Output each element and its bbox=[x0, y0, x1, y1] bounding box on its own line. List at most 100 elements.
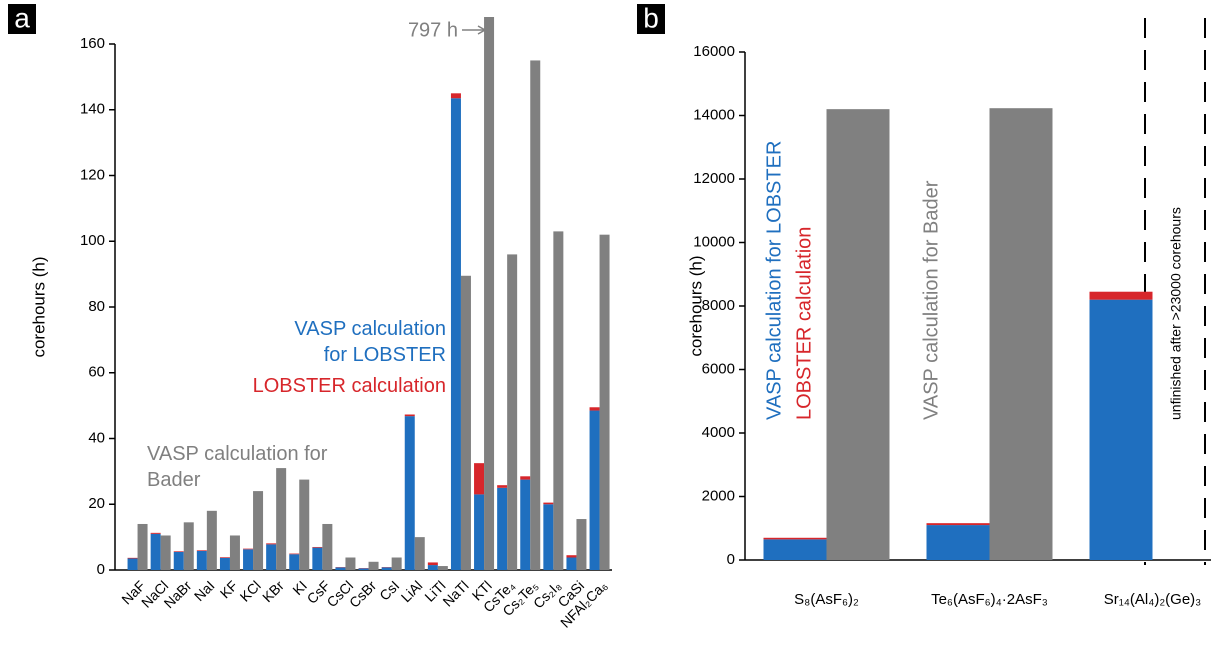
legend-entry: LOBSTER calculation bbox=[793, 227, 815, 420]
bar bbox=[196, 550, 207, 570]
y-tick-label: 0 bbox=[727, 551, 735, 568]
bar bbox=[345, 557, 356, 570]
y-tick-label: 40 bbox=[88, 429, 105, 446]
bar bbox=[474, 494, 485, 570]
legend-entry: VASP calculation for LOBSTER bbox=[763, 141, 785, 420]
bar bbox=[312, 547, 323, 570]
bar bbox=[289, 553, 300, 555]
y-tick-label: 4000 bbox=[702, 424, 735, 441]
bar bbox=[414, 537, 425, 570]
bar bbox=[137, 523, 148, 570]
y-tick-label: 8000 bbox=[702, 297, 735, 314]
bar bbox=[589, 407, 600, 411]
bar bbox=[289, 554, 300, 570]
x-tick-label: NaBr bbox=[161, 577, 195, 611]
bar bbox=[599, 234, 610, 571]
bar bbox=[127, 557, 138, 559]
bar bbox=[576, 519, 587, 570]
bar bbox=[299, 479, 310, 570]
bar bbox=[497, 487, 508, 570]
bar bbox=[219, 557, 230, 570]
bar bbox=[427, 562, 438, 566]
bar bbox=[381, 567, 392, 570]
bar bbox=[507, 254, 518, 570]
bar bbox=[1089, 299, 1153, 560]
panel-label: a bbox=[14, 2, 30, 33]
bar bbox=[253, 491, 264, 570]
bar bbox=[276, 468, 287, 570]
y-axis-title: corehours (h) bbox=[29, 256, 48, 357]
x-tick-label: Sr₁₄(Al₄)₂(Ge)₃ bbox=[1104, 591, 1202, 608]
bar bbox=[763, 539, 827, 560]
bar bbox=[335, 567, 346, 570]
bar bbox=[543, 504, 554, 570]
y-axis-title: corehours (h) bbox=[686, 255, 705, 356]
y-tick-label: 100 bbox=[80, 232, 105, 249]
bar bbox=[543, 502, 554, 505]
annotation: unfinished after >23000 corehours bbox=[1168, 207, 1184, 420]
bars bbox=[763, 108, 1153, 561]
y-tick-label: 80 bbox=[88, 298, 105, 315]
bar bbox=[173, 551, 184, 552]
y-tick-label: 120 bbox=[80, 166, 105, 183]
x-tick-label: NaI bbox=[191, 577, 218, 604]
bar bbox=[322, 523, 333, 570]
bar bbox=[150, 532, 161, 534]
bar bbox=[460, 275, 471, 570]
bars bbox=[127, 17, 610, 571]
panel-label-box bbox=[637, 4, 665, 34]
bar bbox=[553, 231, 564, 570]
legend-entry: VASP calculation for Bader bbox=[920, 180, 942, 420]
panel-label: b bbox=[643, 2, 659, 33]
bar bbox=[520, 476, 531, 480]
bar bbox=[266, 544, 277, 570]
y-tick-label: 160 bbox=[80, 35, 105, 52]
bar bbox=[484, 17, 495, 570]
bar bbox=[474, 463, 485, 495]
y-tick-label: 60 bbox=[88, 364, 105, 381]
bar bbox=[219, 557, 230, 558]
bar bbox=[206, 510, 217, 570]
bar bbox=[566, 557, 577, 570]
panel-label-box bbox=[8, 4, 36, 34]
y-tick-label: 20 bbox=[88, 495, 105, 512]
legend-entry: VASP calculation for Bader bbox=[147, 443, 328, 491]
bar bbox=[368, 561, 379, 570]
bar bbox=[391, 557, 402, 570]
bar bbox=[243, 549, 254, 570]
bar bbox=[926, 525, 990, 560]
bar bbox=[358, 568, 369, 570]
x-tick-label: KF bbox=[217, 577, 241, 601]
bar bbox=[312, 546, 323, 548]
x-tick-label: CsBr bbox=[346, 577, 380, 611]
bar bbox=[989, 108, 1053, 560]
x-tick-label: KCl bbox=[237, 577, 264, 604]
bar bbox=[196, 550, 207, 551]
bar bbox=[173, 551, 184, 570]
bar bbox=[450, 93, 461, 99]
y-tick-label: 2000 bbox=[702, 487, 735, 504]
bar bbox=[763, 537, 827, 540]
bar bbox=[1089, 291, 1153, 300]
bar bbox=[826, 109, 890, 561]
bar bbox=[520, 479, 531, 570]
bar bbox=[266, 543, 277, 545]
bar bbox=[127, 558, 138, 570]
y-tick-label: 12000 bbox=[693, 170, 735, 187]
legend-entry: VASP calculation for LOBSTER bbox=[294, 318, 446, 366]
x-tick-label: NaTl bbox=[439, 577, 471, 609]
bar bbox=[160, 535, 171, 570]
bar bbox=[437, 566, 448, 570]
y-tick-label: 10000 bbox=[693, 233, 735, 250]
x-tick-label: LiAl bbox=[398, 577, 426, 605]
bar bbox=[566, 555, 577, 558]
bar bbox=[926, 523, 990, 526]
bar bbox=[530, 60, 541, 570]
x-tick-label: CsI bbox=[376, 577, 402, 603]
bar bbox=[427, 565, 438, 570]
y-tick-label: 14000 bbox=[693, 106, 735, 123]
bar bbox=[404, 414, 415, 417]
bar bbox=[450, 98, 461, 571]
